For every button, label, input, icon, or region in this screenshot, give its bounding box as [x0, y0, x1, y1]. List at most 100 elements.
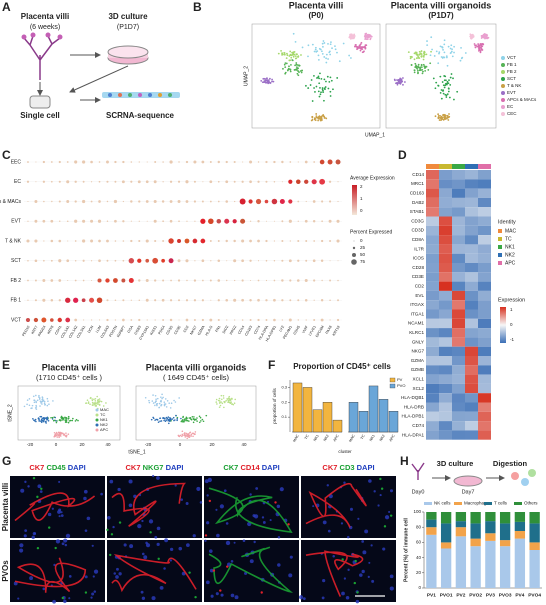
dot [178, 161, 180, 163]
tsne-point [154, 419, 156, 421]
umap-point [334, 45, 336, 48]
tsne-point [230, 401, 232, 403]
dot [304, 298, 308, 302]
heat-cell [439, 170, 452, 180]
umap-point [301, 46, 304, 49]
dot [193, 200, 197, 203]
dot [265, 319, 268, 321]
gene-label: PAX8 [325, 325, 333, 335]
dot [74, 160, 78, 164]
dot [265, 279, 268, 282]
marker-signal [212, 569, 216, 572]
stain-header: CK7 CD3 DAPI [322, 463, 374, 472]
dot [27, 220, 29, 222]
tsne-point [158, 402, 161, 405]
heat-cell [478, 374, 491, 384]
umap-point [443, 39, 446, 42]
dot [296, 179, 301, 185]
umap-point [448, 96, 451, 99]
dot [271, 198, 278, 205]
umap-point [409, 57, 412, 60]
nucleus [261, 516, 265, 519]
dot [27, 279, 29, 282]
tsne-point [43, 402, 46, 405]
dot [137, 180, 141, 184]
heat-cell [426, 411, 439, 422]
dot [66, 220, 69, 223]
umap-point [268, 81, 271, 84]
tsne-point [31, 407, 33, 409]
umap-point [422, 63, 425, 66]
heat-cell [478, 393, 491, 403]
marker-signal [379, 477, 382, 481]
tsne-point [41, 400, 43, 403]
nucleus [61, 542, 65, 546]
umap-point [429, 62, 432, 65]
tsne-point [26, 399, 29, 401]
heat-cell [452, 328, 465, 338]
legend-label: Macrophage [464, 501, 490, 506]
umap-point [318, 77, 321, 80]
gene-label: COL3A1 [76, 325, 86, 339]
tsne-point [53, 431, 56, 434]
dot [297, 161, 299, 163]
dot [114, 240, 117, 242]
dot [90, 260, 93, 262]
scale-tick: 75 [360, 259, 366, 264]
umap-point [294, 55, 297, 57]
nucleus [326, 484, 329, 487]
heat-cell [452, 365, 465, 375]
tsne-point [59, 431, 61, 434]
umap-point [419, 66, 421, 69]
nucleus [32, 531, 37, 536]
umap-point [449, 76, 452, 79]
tsne-point [168, 402, 170, 404]
heat-cell [452, 374, 465, 384]
tsne-point [75, 418, 78, 421]
nucleus [340, 522, 344, 525]
umap-point [421, 72, 424, 75]
marker-signal [32, 476, 36, 480]
heat-cell [478, 430, 491, 440]
tsne-point [98, 404, 101, 406]
nucleus [116, 567, 119, 571]
dot [177, 259, 181, 263]
tsne-point [74, 420, 77, 422]
dot [161, 298, 165, 302]
umap-point [295, 62, 298, 64]
dot [335, 159, 341, 165]
umap-point [292, 55, 295, 58]
dot [201, 200, 204, 203]
nucleus [204, 539, 207, 542]
umap-point [319, 86, 321, 89]
legend-label: APC [100, 427, 108, 432]
tsne-point [228, 395, 231, 398]
nucleus [199, 501, 203, 504]
dot [297, 319, 299, 321]
umap-point [360, 41, 363, 44]
dot [233, 160, 236, 164]
dot [35, 181, 37, 183]
tsne-point [163, 403, 166, 405]
umap-point [329, 95, 332, 97]
nucleus [215, 508, 218, 511]
tsne-point [67, 415, 70, 418]
legend-swatch [498, 229, 502, 233]
dot [281, 160, 284, 164]
panel-letter: B [193, 0, 202, 14]
heat-cell [439, 197, 452, 208]
tsne-point [202, 420, 205, 423]
nucleus [185, 501, 189, 505]
x-tick-label: PVO3 [499, 592, 512, 598]
dot [304, 179, 309, 184]
umap-point [439, 91, 442, 94]
gene-label: EPCAM [315, 325, 325, 338]
heat-cell [426, 207, 439, 217]
heat-cell [426, 281, 439, 291]
tsne-point [179, 434, 182, 437]
dot [162, 240, 165, 242]
dot [185, 160, 189, 164]
umap-point [438, 51, 441, 54]
nucleus [225, 522, 229, 525]
tsne-point [180, 417, 182, 420]
